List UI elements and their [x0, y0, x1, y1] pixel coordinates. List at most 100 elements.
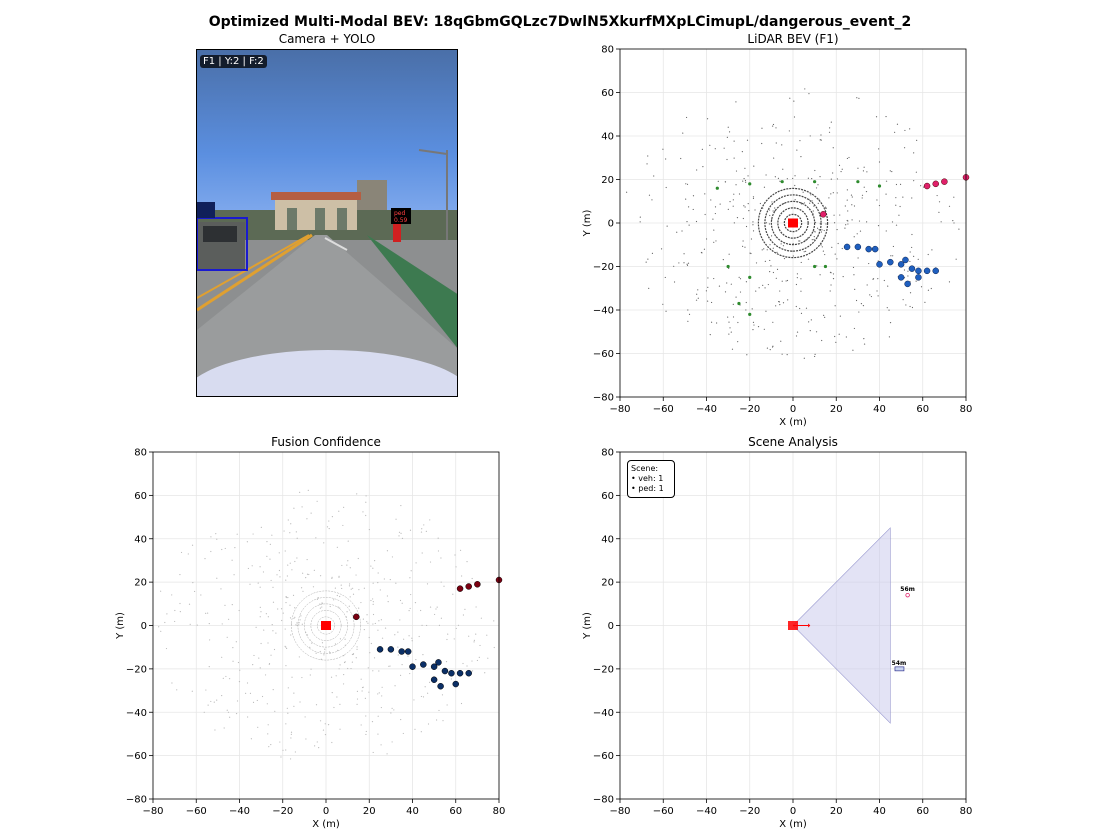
fusion-cloud-point	[306, 573, 309, 575]
lidar-pedestrian-point	[932, 180, 939, 188]
fusion-cloud-point	[446, 704, 448, 706]
lidar-cloud-point	[920, 286, 923, 288]
lidar-cloud-point	[731, 348, 734, 350]
fusion-cloud-point	[231, 604, 233, 606]
fusion-cloud-point	[315, 537, 317, 539]
fusion-cloud-point	[307, 489, 309, 492]
fusion-cloud-point	[397, 646, 399, 648]
lidar-cloud-point	[911, 246, 913, 249]
lidar-cloud-point	[692, 208, 694, 211]
fusion-cloud-point	[341, 564, 343, 567]
fusion-cloud-point	[408, 635, 410, 637]
fusion-cloud-point	[370, 599, 372, 602]
fusion-cloud-point	[415, 658, 417, 661]
lidar-cloud-point	[766, 347, 769, 349]
fusion-cloud-point	[327, 724, 330, 726]
lidar-cloud-point	[824, 206, 827, 208]
fusion-cloud-point	[298, 624, 300, 626]
lidar-cloud-point	[680, 157, 682, 160]
lidar-cloud-point	[835, 341, 837, 344]
fusion-cloud-point	[402, 732, 404, 735]
lidar-cloud-point	[745, 181, 747, 183]
fusion-cloud-point	[285, 596, 287, 599]
lidar-cloud-point	[832, 278, 835, 280]
lidar-cloud-point	[869, 294, 871, 296]
lidar-cloud-point	[948, 281, 951, 283]
camera-frame-overlay: F1 | Y:2 | F:2	[200, 55, 267, 68]
lidar-cloud-point	[904, 129, 906, 132]
fusion-cloud-point	[363, 587, 365, 589]
fusion-cloud-point	[331, 516, 333, 518]
fusion-cloud-point	[422, 696, 425, 698]
fusion-cloud-point	[210, 536, 212, 538]
lidar-cloud-point	[838, 164, 841, 167]
fusion-pedestrian-point	[353, 613, 360, 621]
lidar-cloud-point	[821, 339, 823, 342]
fusion-cloud-point	[338, 668, 340, 670]
fusion-cloud-point	[235, 641, 237, 643]
lidar-cloud-point	[817, 184, 819, 186]
fusion-cloud-point	[454, 554, 456, 556]
lidar-cloud-point	[924, 301, 926, 303]
fusion-cloud-point	[378, 692, 380, 694]
lidar-cloud-point	[813, 236, 815, 238]
fusion-cloud-point	[285, 665, 287, 667]
lidar-cloud-point	[913, 180, 915, 182]
fusion-ylabel: Y (m)	[115, 612, 126, 640]
lidar-cloud-point	[808, 321, 810, 323]
lidar-cloud-point	[895, 197, 897, 199]
fusion-cloud-point	[227, 618, 230, 620]
lidar-cloud-point	[743, 205, 745, 207]
fusion-cloud-point	[343, 673, 345, 676]
lidar-cloud-point	[913, 152, 915, 154]
lidar-cloud-point	[775, 236, 777, 238]
fusion-vehicle-point	[437, 682, 444, 690]
fusion-cloud-point	[351, 653, 354, 656]
lidar-cloud-point	[678, 262, 680, 264]
lidar-cloud-point	[885, 180, 888, 182]
fusion-cloud-point	[380, 619, 382, 621]
lidar-cloud-point	[704, 193, 706, 195]
lidar-cloud-point	[830, 272, 832, 274]
fusion-cloud-point	[374, 560, 376, 562]
lidar-cloud-point	[785, 280, 787, 282]
fusion-cloud-point	[453, 638, 455, 640]
lidar-cloud-point	[819, 139, 821, 141]
lidar-cloud-point	[805, 307, 808, 309]
fusion-cloud-point	[411, 640, 413, 642]
lidar-cloud-point	[769, 271, 771, 273]
fusion-cloud-point	[293, 507, 295, 509]
fusion-cloud-point	[284, 645, 286, 647]
fusion-xlabel: X (m)	[312, 819, 340, 830]
lidar-cloud-point	[747, 203, 749, 205]
fusion-cloud-point	[331, 741, 333, 744]
fusion-cloud-point	[179, 573, 181, 576]
lidar-cloud-point	[800, 312, 803, 314]
lidar-cloud-point	[775, 277, 777, 279]
lidar-cloud-point	[828, 131, 831, 133]
lidar-cloud-point	[808, 198, 810, 200]
fusion-cloud-point	[421, 624, 423, 626]
fusion-cloud-point	[380, 706, 382, 709]
fusion-cloud-point	[339, 703, 341, 705]
fusion-cloud-point	[269, 543, 271, 545]
fusion-cloud-point	[447, 633, 449, 635]
fusion-cloud-point	[369, 652, 371, 654]
lidar-cloud-point	[710, 301, 713, 304]
lidar-cloud-point	[813, 238, 815, 241]
fusion-cloud-point	[399, 674, 402, 676]
lidar-vegetation-point	[823, 264, 828, 269]
fusion-cloud-point	[323, 542, 325, 544]
lidar-cloud-point	[830, 284, 832, 286]
lidar-cloud-point	[885, 115, 887, 118]
lidar-cloud-point	[744, 246, 746, 248]
fusion-cloud-point	[397, 631, 399, 633]
lidar-pedestrian-point	[941, 178, 948, 185]
lidar-cloud-point	[752, 321, 755, 324]
fusion-cloud-point	[232, 647, 234, 649]
lidar-cloud-point	[886, 307, 888, 309]
fusion-cloud-point	[207, 612, 209, 614]
lidar-cloud-point	[909, 128, 911, 130]
lidar-xtick-label: 40	[873, 404, 886, 415]
fusion-frame	[152, 451, 500, 800]
